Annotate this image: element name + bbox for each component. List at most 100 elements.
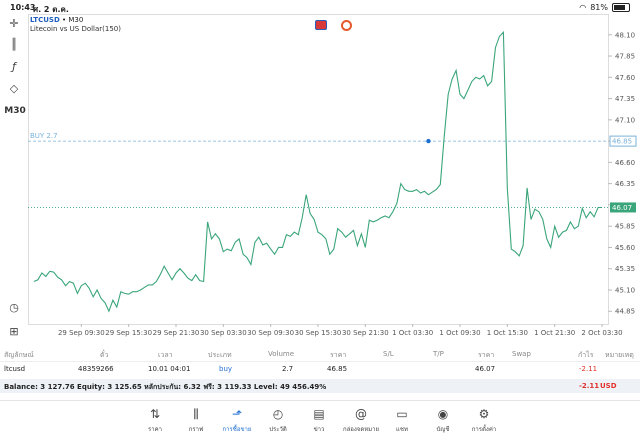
y-tick-label: 45.35 — [615, 265, 635, 273]
nav-trade-label: การซื้อขาย — [223, 426, 252, 433]
settings-icon: ⚙ — [464, 407, 504, 421]
nav-history[interactable]: ◴ ประวัติ — [258, 407, 298, 434]
col-price: ราคา — [330, 350, 346, 361]
y-tick-label: 45.85 — [615, 223, 635, 231]
y-tick-label: 45.10 — [615, 286, 635, 294]
status-bar: 10:43 ศ. 2 ต.ค. ◠ 81% — [0, 0, 640, 14]
row-current-price: 46.07 — [475, 365, 495, 373]
row-price: 46.85 — [327, 365, 347, 373]
col-sl: S/L — [383, 350, 394, 358]
current-price-tag-text: 46.07 — [612, 204, 632, 212]
balance-bar: Balance: 3 127.76 Equity: 3 125.65 หลักป… — [0, 379, 640, 393]
battery-percent: 81% — [590, 3, 608, 12]
row-profit: -2.11 — [579, 365, 597, 373]
price-chart[interactable]: BUY 2.7 48.1047.8547.6047.3547.1046.8546… — [28, 14, 640, 344]
mailbox-icon: @ — [341, 407, 381, 421]
zoom-icon[interactable]: ◷ — [7, 300, 21, 314]
row-type: buy — [219, 365, 232, 373]
y-tick-label: 48.10 — [615, 31, 635, 39]
col-type: ประเภท — [208, 350, 232, 361]
x-tick-label: 2 Oct 03:30 — [581, 329, 622, 337]
row-symbol: ltcusd — [4, 365, 25, 373]
balance-text: Balance: 3 127.76 Equity: 3 125.65 หลักป… — [4, 382, 326, 393]
buy-level-label: BUY 2.7 — [30, 132, 58, 140]
account-icon: ◉ — [423, 407, 463, 421]
chart-icon: ⫼ — [176, 407, 216, 421]
chat-icon: ▭ — [382, 407, 422, 421]
x-tick-label: 1 Oct 15:30 — [487, 329, 528, 337]
battery-icon — [612, 3, 630, 12]
status-indicators: ◠ 81% — [579, 3, 630, 12]
chart-grid: BUY 2.7 — [28, 15, 609, 325]
y-tick-label: 47.60 — [615, 74, 635, 82]
nav-mailbox[interactable]: @ กล่องจดหมาย — [341, 407, 381, 434]
chart-canvas[interactable]: BUY 2.7 48.1047.8547.6047.3547.1046.8546… — [28, 14, 640, 344]
nav-chat-label: แชท — [396, 426, 408, 433]
chart-toolbar: ✛ ║ ƒ ◇ M30 ◷ ⊞ — [0, 14, 28, 344]
bottom-nav: ⇅ ราคา ⫼ กราฟ ⬏ การซื้อขาย ◴ ประวัติ ▤ ข… — [0, 400, 640, 448]
col-ticket: ตั๋ว — [100, 350, 108, 361]
nav-chart[interactable]: ⫼ กราฟ — [176, 407, 216, 434]
y-tick-label: 46.60 — [615, 159, 635, 167]
nav-chart-label: กราฟ — [189, 426, 203, 433]
plot-border — [29, 15, 609, 325]
x-tick-label: 1 Oct 09:30 — [439, 329, 480, 337]
add-indicator-icon[interactable]: ⊞ — [7, 324, 21, 338]
clock: 10:43 — [10, 3, 35, 12]
table-row[interactable]: ltcusd 48359266 10.01 04:01 buy 2.7 46.8… — [0, 362, 640, 378]
news-icon: ▤ — [299, 407, 339, 421]
trade-entry-marker — [426, 139, 430, 143]
col-tp: T/P — [433, 350, 444, 358]
chart-series — [34, 32, 602, 311]
wifi-icon: ◠ — [579, 3, 586, 12]
objects-icon[interactable]: ◇ — [7, 81, 21, 95]
nav-news[interactable]: ▤ ข่าว — [299, 407, 339, 434]
nav-mailbox-label: กล่องจดหมาย — [343, 426, 379, 433]
nav-quotes-label: ราคา — [148, 426, 162, 433]
trade-level-icon[interactable] — [341, 20, 352, 31]
symbol-description: Litecoin vs US Dollar(150) — [30, 25, 121, 33]
nav-history-label: ประวัติ — [269, 426, 287, 433]
balance-currency: USD — [600, 382, 617, 390]
history-icon: ◴ — [258, 407, 298, 421]
y-tick-label: 45.60 — [615, 244, 635, 252]
row-time: 10.01 04:01 — [148, 365, 190, 373]
nav-settings[interactable]: ⚙ การตั้งค่า — [464, 407, 504, 434]
function-icon[interactable]: ƒ — [7, 59, 21, 73]
price-series-line — [34, 32, 602, 311]
nav-account[interactable]: ◉ บัญชี — [423, 407, 463, 434]
row-ticket: 48359266 — [78, 365, 114, 373]
x-tick-label: 30 Sep 21:30 — [342, 329, 389, 337]
col-time: เวลา — [158, 350, 173, 361]
trades-table-header: สัญลักษณ์ ตั๋ว เวลา ประเภท Volume ราคา S… — [0, 347, 640, 362]
x-tick-label: 30 Sep 09:30 — [247, 329, 294, 337]
col-current-price: ราคา — [478, 350, 494, 361]
crosshair-icon[interactable]: ✛ — [7, 16, 21, 30]
nav-trade[interactable]: ⬏ การซื้อขาย — [217, 407, 257, 434]
nav-news-label: ข่าว — [314, 426, 325, 433]
x-tick-label: 1 Oct 21:30 — [534, 329, 575, 337]
x-tick-label: 29 Sep 21:30 — [153, 329, 200, 337]
buy-price-tag-text: 46.85 — [612, 138, 632, 146]
symbol-label: LTCUSD • M30 — [30, 16, 83, 24]
balance-total: -2.11 — [579, 382, 599, 390]
candles-icon[interactable]: ║ — [7, 37, 21, 51]
y-tick-label: 47.10 — [615, 116, 635, 124]
x-tick-label: 29 Sep 09:30 — [58, 329, 105, 337]
y-tick-label: 46.35 — [615, 180, 635, 188]
quotes-icon: ⇅ — [135, 407, 175, 421]
nav-settings-label: การตั้งค่า — [472, 426, 496, 433]
x-tick-label: 30 Sep 03:30 — [200, 329, 247, 337]
row-volume: 2.7 — [282, 365, 293, 373]
x-tick-label: 30 Sep 15:30 — [295, 329, 342, 337]
chart-axes: 48.1047.8547.6047.3547.1046.8546.6046.35… — [58, 31, 636, 337]
trade-icon: ⬏ — [217, 407, 257, 421]
col-profit: กำไร — [578, 350, 593, 361]
nav-account-label: บัญชี — [437, 426, 450, 433]
col-swap: Swap — [512, 350, 531, 358]
timeframe-button[interactable]: M30 — [4, 104, 26, 118]
flag-icon — [315, 20, 327, 30]
x-tick-label: 29 Sep 15:30 — [105, 329, 152, 337]
nav-chat[interactable]: ▭ แชท — [382, 407, 422, 434]
nav-quotes[interactable]: ⇅ ราคา — [135, 407, 175, 434]
